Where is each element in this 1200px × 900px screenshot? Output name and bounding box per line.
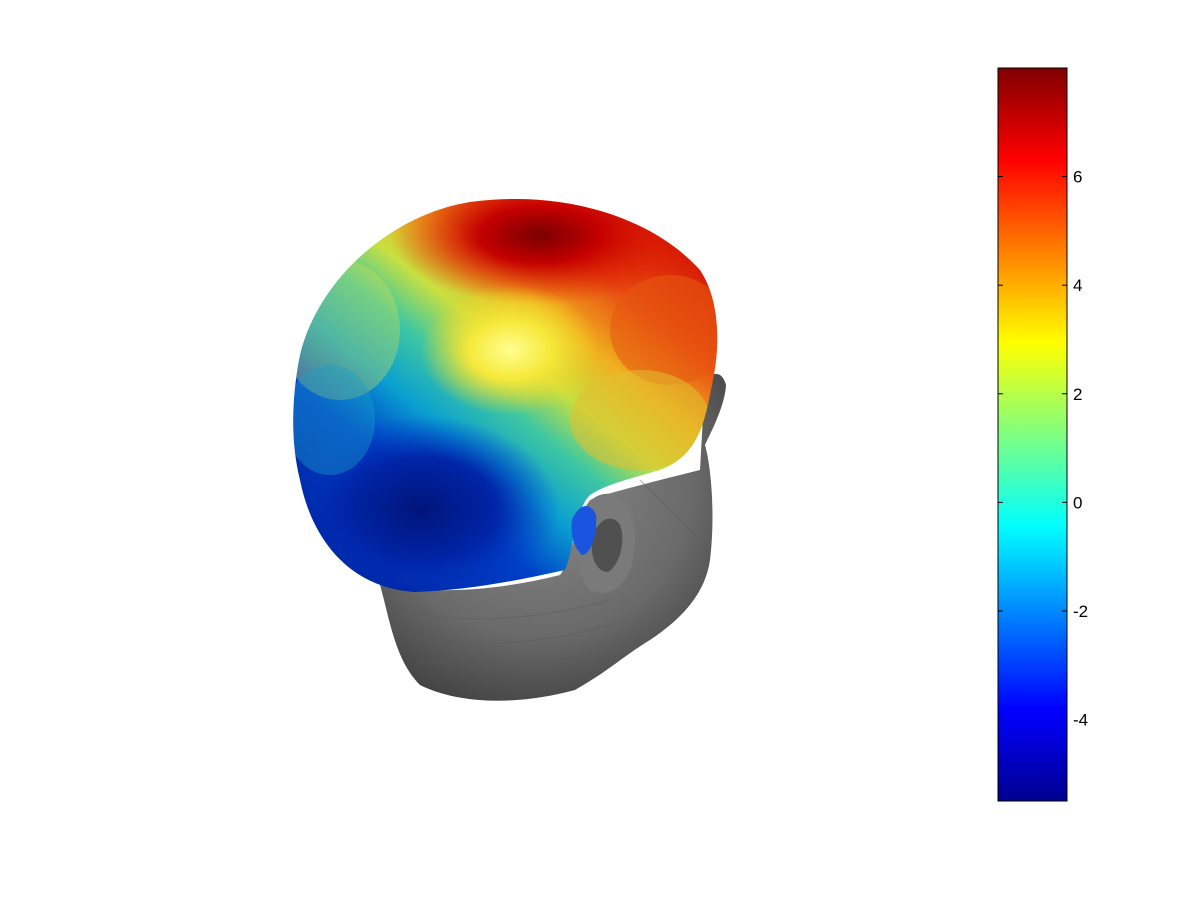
colorbar-tick-label: -2 [1073,602,1088,621]
colorbar: 6 4 2 0 -2 -4 [997,67,1088,802]
colorbar-tick-label: 4 [1073,276,1082,295]
colorbar-tick-label: 6 [1073,168,1082,187]
colorbar-tick-label: 0 [1073,493,1082,512]
colorbar-tick-label: -4 [1073,711,1088,730]
head-surface-view [293,199,726,701]
colorbar-tick-label: 2 [1073,385,1082,404]
colorbar-gradient [997,67,1068,802]
